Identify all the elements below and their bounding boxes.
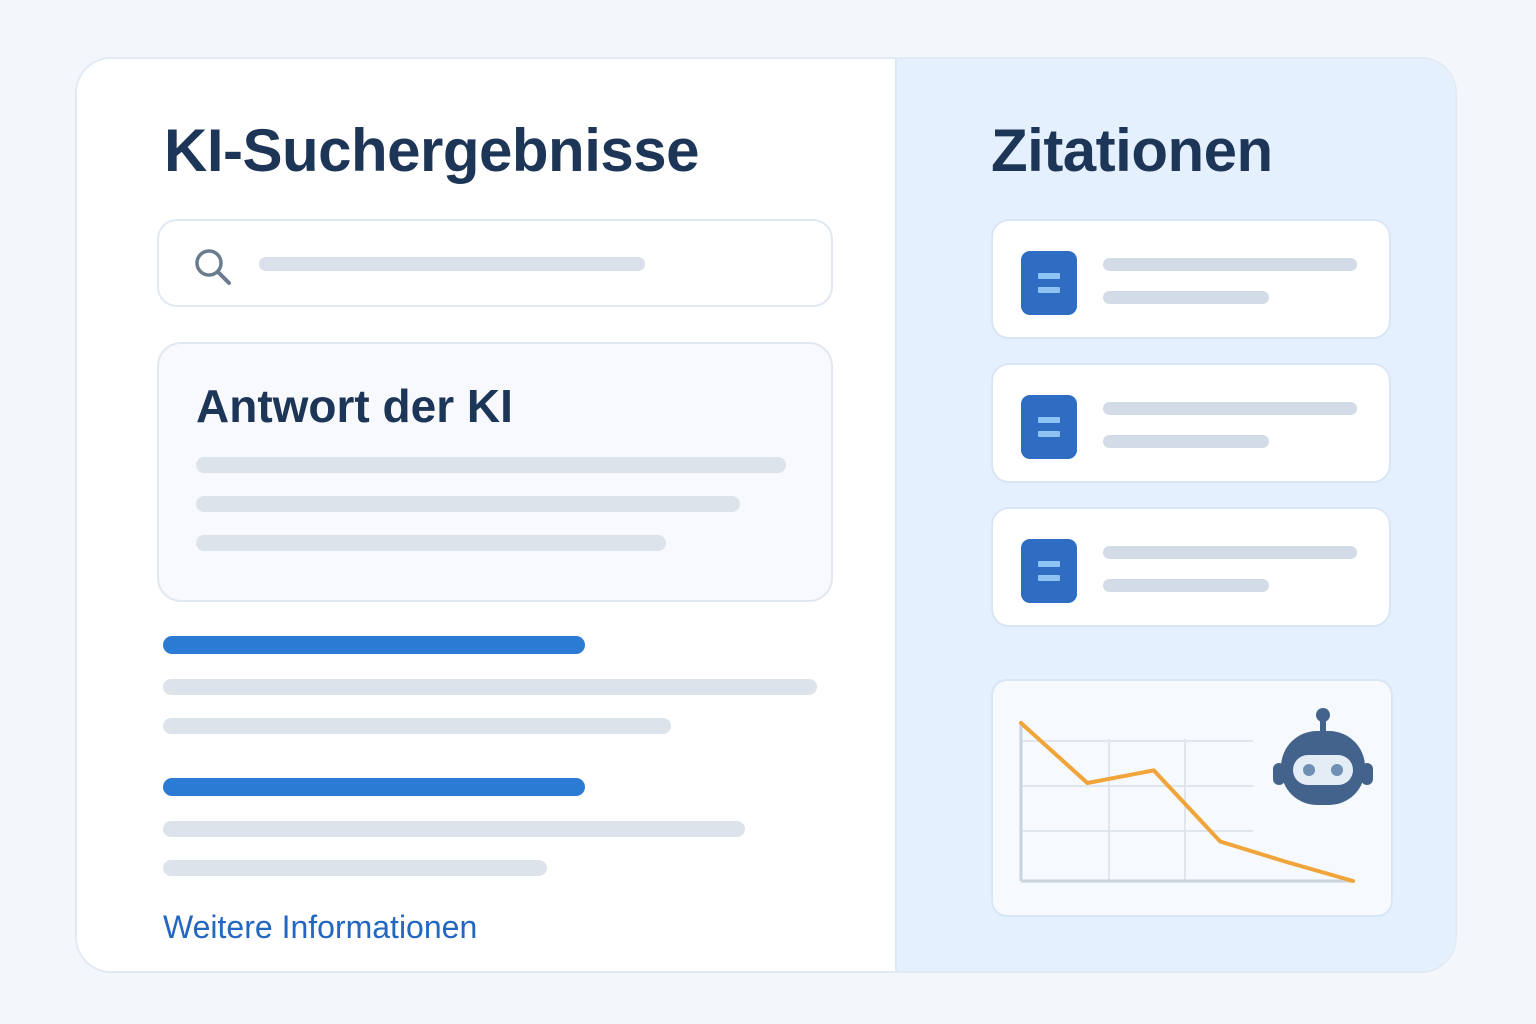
search-box[interactable] xyxy=(157,219,833,307)
chart-card xyxy=(991,679,1393,917)
result-title-link[interactable] xyxy=(163,636,585,654)
ai-answer-card: Antwort der KI xyxy=(157,342,833,602)
ai-answer-title: Antwort der KI xyxy=(196,380,513,432)
result-title-link[interactable] xyxy=(163,778,585,796)
chart-series-line xyxy=(1019,721,1355,883)
document-icon xyxy=(1021,539,1077,603)
main-card: KI-Suchergebnisse Antwort der KI Weitere… xyxy=(75,57,1457,973)
result-snippet-line xyxy=(163,821,745,837)
result-snippet-line xyxy=(163,718,671,734)
citation-text-line xyxy=(1103,579,1269,592)
citation-card[interactable] xyxy=(991,507,1391,627)
citation-text-line xyxy=(1103,258,1357,271)
answer-text-line xyxy=(196,457,786,473)
document-icon xyxy=(1021,395,1077,459)
citation-text-line xyxy=(1103,546,1357,559)
citation-card[interactable] xyxy=(991,363,1391,483)
answer-text-line xyxy=(196,535,666,551)
citations-title: Zitationen xyxy=(991,117,1273,184)
document-icon xyxy=(1021,251,1077,315)
answer-text-line xyxy=(196,496,740,512)
citation-text-line xyxy=(1103,402,1357,415)
citation-text-line xyxy=(1103,435,1269,448)
citations-panel: Zitationen xyxy=(895,59,1455,971)
citation-text-line xyxy=(1103,291,1269,304)
result-snippet-line xyxy=(163,679,817,695)
result-snippet-line xyxy=(163,860,547,876)
search-input[interactable] xyxy=(259,257,645,271)
results-panel: KI-Suchergebnisse Antwort der KI Weitere… xyxy=(77,59,895,971)
citation-card[interactable] xyxy=(991,219,1391,339)
search-icon xyxy=(195,249,231,285)
more-info-link[interactable]: Weitere Informationen xyxy=(163,909,478,945)
robot-icon xyxy=(1273,708,1373,805)
line-chart xyxy=(1019,721,1355,883)
page-title: KI-Suchergebnisse xyxy=(164,117,700,184)
